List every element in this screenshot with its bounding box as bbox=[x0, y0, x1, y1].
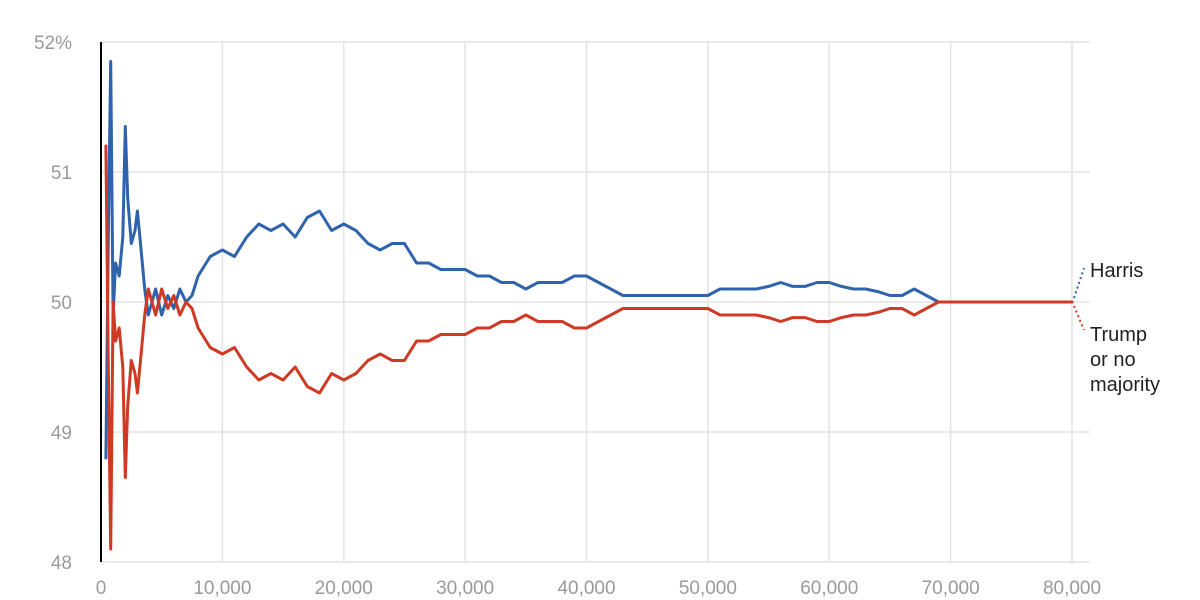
x-tick-label: 20,000 bbox=[315, 578, 373, 599]
series-lines bbox=[104, 60, 1074, 551]
trump-label: majority bbox=[1090, 374, 1160, 396]
trump-leader-line bbox=[1073, 305, 1085, 331]
x-tick-label: 0 bbox=[96, 578, 107, 599]
y-tick-label: 52% bbox=[34, 33, 72, 54]
x-tick-label: 10,000 bbox=[193, 578, 251, 599]
series-labels: Harris Trump or no majority bbox=[1073, 260, 1160, 396]
harris-leader-line bbox=[1073, 267, 1085, 299]
x-tick-label: 50,000 bbox=[679, 578, 737, 599]
x-tick-label: 70,000 bbox=[922, 578, 980, 599]
series-line-1 bbox=[104, 144, 1074, 551]
trump-label: or no bbox=[1090, 349, 1136, 371]
y-tick-label: 49 bbox=[51, 423, 72, 444]
harris-label: Harris bbox=[1090, 260, 1143, 282]
axes: 48 49 50 51 52% 0 10,000 20,000 30,000 40,000 50,0… bbox=[34, 33, 1101, 599]
y-tick-label: 48 bbox=[51, 553, 72, 574]
x-tick-label: 60,000 bbox=[800, 578, 858, 599]
x-tick-label: 30,000 bbox=[436, 578, 494, 599]
x-tick-label: 40,000 bbox=[557, 578, 615, 599]
x-tick-label: 80,000 bbox=[1043, 578, 1101, 599]
y-tick-label: 51 bbox=[51, 163, 72, 184]
series-line-0 bbox=[104, 60, 1074, 460]
y-tick-label: 50 bbox=[51, 293, 72, 314]
trump-label: Trump bbox=[1090, 324, 1147, 346]
